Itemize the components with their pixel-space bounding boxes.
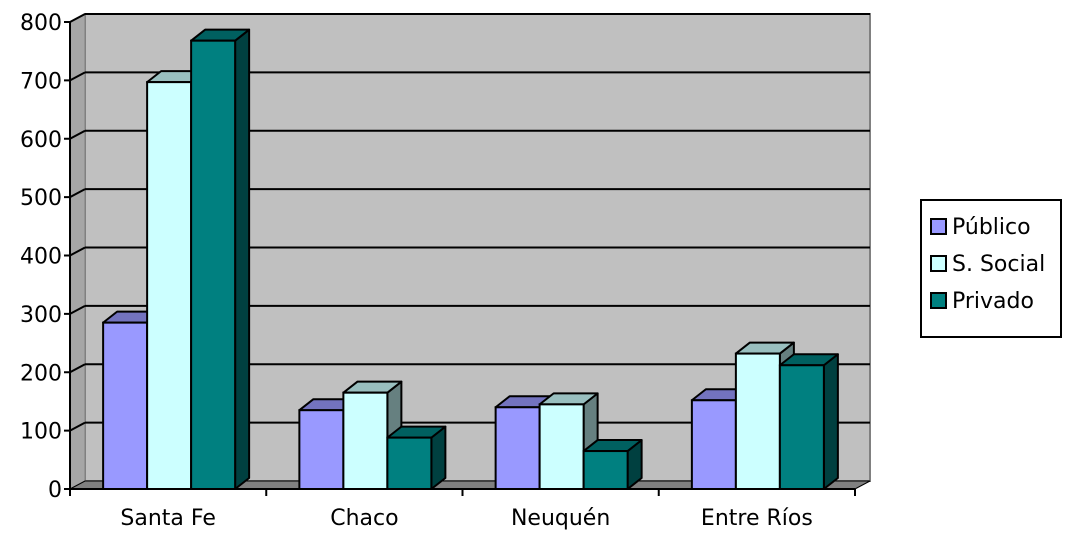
legend-swatch-privado — [930, 292, 947, 309]
bar-privado-neuquen — [582, 439, 643, 490]
legend-swatch-s-social — [930, 255, 947, 272]
y-tick-label: 700 — [20, 69, 62, 94]
y-tick-label: 0 — [48, 478, 62, 503]
y-tick-labels: 0 100 200 300 400 500 600 700 800 — [20, 11, 70, 503]
gridline-side — [69, 246, 86, 257]
legend: Público S. Social Privado — [920, 199, 1062, 338]
x-tick-label-neuquen: Neuquén — [511, 506, 610, 531]
y-tick-label: 100 — [20, 420, 62, 445]
y-tick-label: 500 — [20, 186, 62, 211]
gridline-side — [69, 421, 86, 432]
bar-privado-entre-rios — [778, 353, 839, 490]
bar-privado-chaco — [386, 425, 447, 491]
legend-label-privado: Privado — [952, 289, 1034, 314]
y-tick-label: 400 — [20, 245, 62, 270]
legend-item-s-social: S. Social — [930, 252, 1045, 277]
x-tick-labels: Santa Fe Chaco Neuquén Entre Ríos — [69, 489, 856, 531]
legend-svg: Público S. Social Privado — [930, 215, 1045, 314]
gridline-side — [69, 363, 86, 374]
legend-label-publico: Público — [952, 215, 1031, 240]
legend-item-publico: Público — [930, 215, 1031, 240]
legend-label-s-social: S. Social — [952, 252, 1045, 277]
gridline-side — [69, 13, 86, 23]
gridline-side — [69, 129, 86, 140]
x-tick-label-chaco: Chaco — [330, 506, 398, 531]
x-tick-label-santa-fe: Santa Fe — [120, 506, 215, 531]
y-tick-label: 300 — [20, 303, 62, 328]
bar-privado-santa-fe — [190, 28, 251, 491]
y-tick-label: 600 — [20, 128, 62, 153]
y-tick-label: 800 — [20, 11, 62, 36]
gridline-side — [69, 71, 86, 82]
x-tick-label-entre-rios: Entre Ríos — [701, 506, 813, 531]
legend-swatch-publico — [930, 218, 947, 235]
y-tick-label: 200 — [20, 361, 62, 386]
bars — [102, 28, 839, 491]
gridline-side — [69, 304, 86, 315]
bar-s-social-neuquen — [538, 392, 599, 491]
gridline-side — [69, 188, 86, 199]
legend-item-privado: Privado — [930, 289, 1034, 314]
